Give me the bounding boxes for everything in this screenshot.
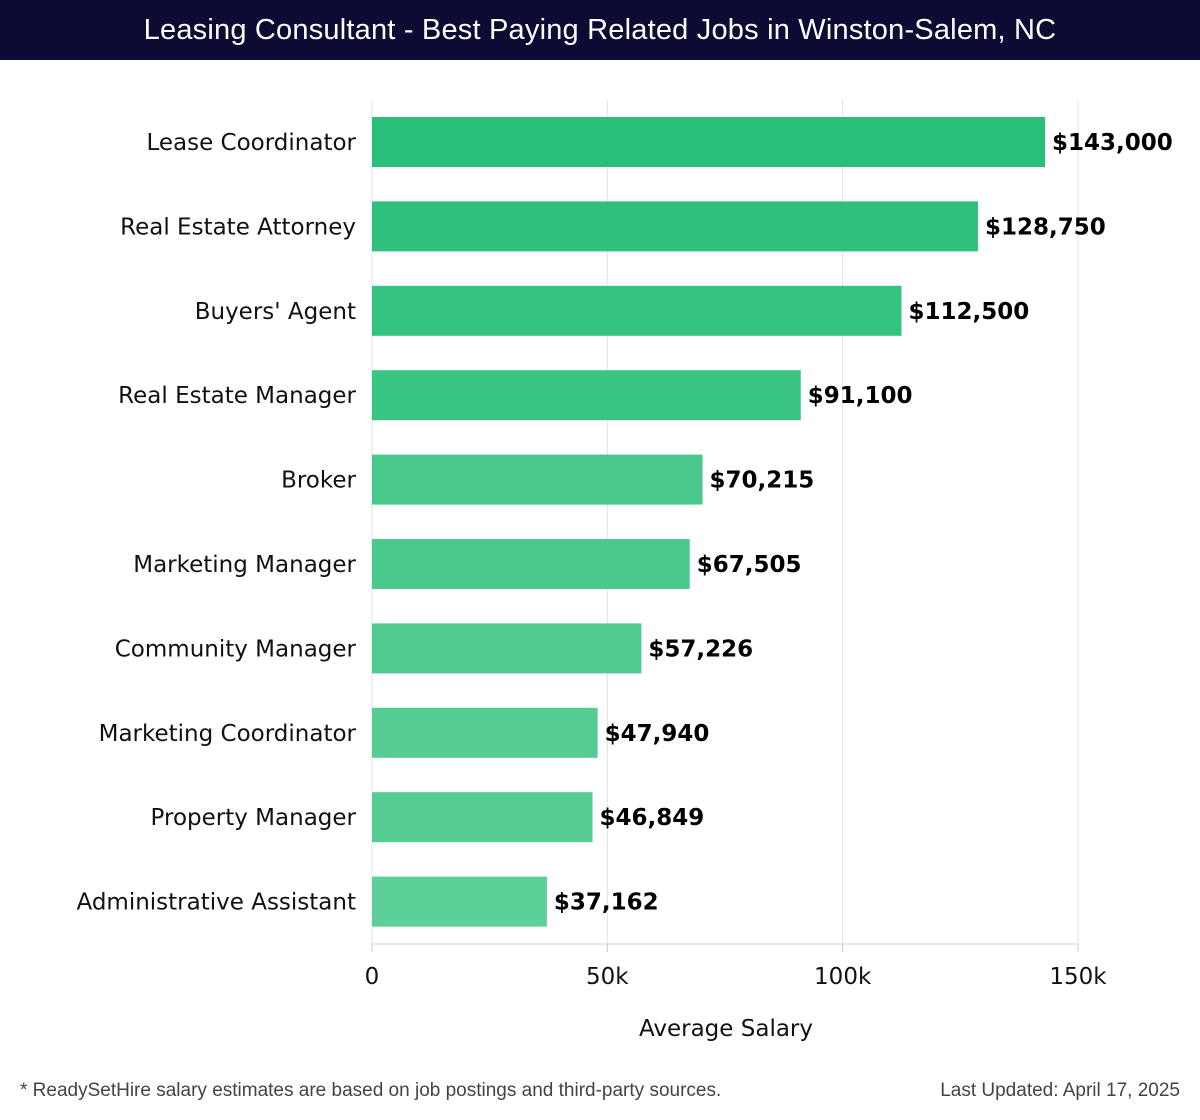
bar — [372, 792, 593, 842]
bar — [372, 877, 547, 927]
value-label: $91,100 — [808, 383, 913, 409]
x-tick-label: 150k — [1049, 964, 1107, 990]
bars — [372, 117, 1045, 927]
bar — [372, 201, 978, 251]
value-label: $128,750 — [985, 214, 1106, 240]
bar — [372, 539, 690, 589]
bar — [372, 455, 702, 505]
category-label: Marketing Coordinator — [99, 721, 357, 747]
x-axis-label: Average Salary — [639, 1016, 813, 1042]
bar — [372, 286, 902, 336]
category-label: Real Estate Attorney — [120, 214, 356, 240]
category-label: Broker — [281, 468, 356, 494]
last-updated: Last Updated: April 17, 2025 — [940, 1080, 1180, 1102]
x-tick-label: 0 — [365, 964, 380, 990]
category-label: Property Manager — [151, 805, 357, 831]
bar — [372, 623, 641, 673]
value-label: $112,500 — [909, 299, 1030, 325]
value-label: $143,000 — [1052, 130, 1173, 156]
bar — [372, 708, 598, 758]
category-label: Lease Coordinator — [146, 130, 356, 156]
footer-note: * ReadySetHire salary estimates are base… — [20, 1080, 721, 1102]
value-label: $47,940 — [605, 721, 710, 747]
bar-chart: Lease Coordinator Real Estate Attorney Buy… — [0, 0, 1200, 1070]
category-label: Buyers' Agent — [195, 299, 356, 325]
value-label: $46,849 — [600, 805, 705, 831]
value-label: $67,505 — [697, 552, 802, 578]
value-label: $57,226 — [648, 636, 753, 662]
category-label: Community Manager — [115, 636, 357, 662]
category-labels: Lease Coordinator Real Estate Attorney Buy… — [76, 130, 356, 916]
x-tick-label: 50k — [586, 964, 629, 990]
category-label: Real Estate Manager — [118, 383, 356, 409]
category-label: Administrative Assistant — [76, 890, 356, 916]
value-label: $70,215 — [709, 468, 814, 494]
bar — [372, 117, 1045, 167]
x-tick-label: 100k — [814, 964, 872, 990]
bar — [372, 370, 801, 420]
category-label: Marketing Manager — [133, 552, 356, 578]
x-axis-ticks: 0 50k 100k 150k — [365, 944, 1108, 990]
value-label: $37,162 — [554, 890, 659, 916]
